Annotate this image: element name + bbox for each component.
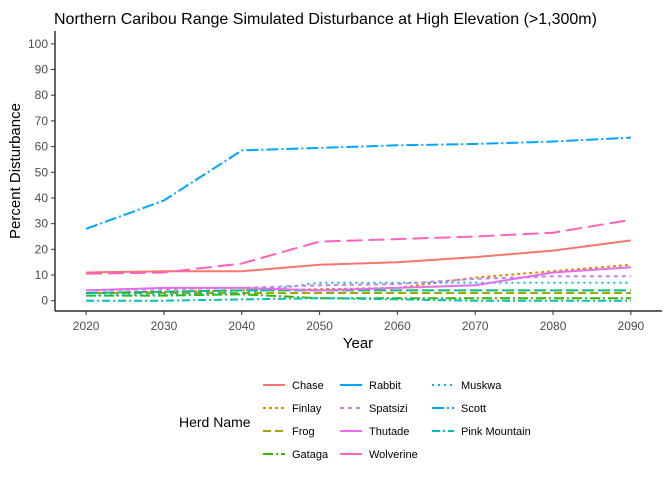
legend-item-scott: Scott — [432, 403, 486, 415]
series-line-chase — [86, 239, 632, 274]
legend-item-chase: Chase — [263, 380, 324, 392]
legend-label: Chase — [292, 380, 324, 392]
legend-label: Scott — [461, 403, 486, 415]
series-line-wolverine — [86, 218, 632, 275]
legend-item-spatsizi: Spatsizi — [340, 403, 408, 415]
y-tick-label: 30 — [35, 217, 49, 231]
legend-label: Spatsizi — [369, 403, 408, 415]
legend-label: Frog — [292, 426, 315, 438]
series-line-muskwa — [86, 281, 631, 297]
legend-item-rabbit: Rabbit — [340, 380, 401, 392]
legend-label: Muskwa — [461, 380, 502, 392]
series-line-pink-mountain — [86, 297, 631, 302]
x-tick-label: 2030 — [151, 319, 178, 333]
y-tick-label: 90 — [35, 63, 49, 77]
y-tick-label: 20 — [35, 242, 49, 256]
series-line-scott — [85, 136, 631, 230]
legend-item-pink-mountain: Pink Mountain — [432, 426, 531, 438]
x-tick-label: 2070 — [462, 319, 489, 333]
x-tick-label: 2050 — [306, 319, 333, 333]
series-line-spatsizi — [86, 275, 631, 292]
y-tick-label: 80 — [35, 88, 49, 102]
legend-item-gataga: Gataga — [263, 449, 329, 461]
legend-item-finlay: Finlay — [263, 403, 322, 415]
series-line-thutade — [86, 266, 631, 292]
y-tick-label: 40 — [35, 191, 49, 205]
legend-label: Pink Mountain — [461, 426, 531, 438]
legend-label: Thutade — [369, 426, 409, 438]
x-tick-label: 2090 — [618, 319, 645, 333]
y-tick-label: 70 — [35, 114, 49, 128]
series-line-gataga — [86, 293, 631, 300]
legend-item-wolverine: Wolverine — [340, 449, 418, 461]
legend-label: Rabbit — [369, 380, 401, 392]
legend: Herd Name Chase Finlay Frog Gataga Rabbit Spa… — [179, 380, 531, 461]
y-tick-label: 50 — [35, 165, 49, 179]
x-tick-label: 2020 — [73, 319, 100, 333]
legend-item-frog: Frog — [263, 426, 315, 438]
x-tick-label: 2040 — [228, 319, 255, 333]
legend-label: Gataga — [292, 449, 329, 461]
legend-label: Finlay — [292, 403, 322, 415]
series-line-rabbit — [86, 289, 631, 294]
x-tick-label: 2060 — [384, 319, 411, 333]
legend-item-thutade: Thutade — [340, 426, 409, 438]
y-tick-label: 60 — [35, 140, 49, 154]
legend-title: Herd Name — [179, 414, 251, 430]
legend-label: Wolverine — [369, 449, 418, 461]
y-axis-title: Percent Disturbance — [7, 103, 24, 239]
chart-title: Northern Caribou Range Simulated Disturb… — [54, 11, 597, 28]
x-tick-label: 2080 — [540, 319, 567, 333]
x-axis-title: Year — [343, 335, 373, 352]
y-tick-label: 0 — [41, 294, 48, 308]
y-tick-label: 10 — [35, 268, 49, 282]
legend-item-muskwa: Muskwa — [432, 380, 502, 392]
y-tick-label: 100 — [28, 37, 48, 51]
